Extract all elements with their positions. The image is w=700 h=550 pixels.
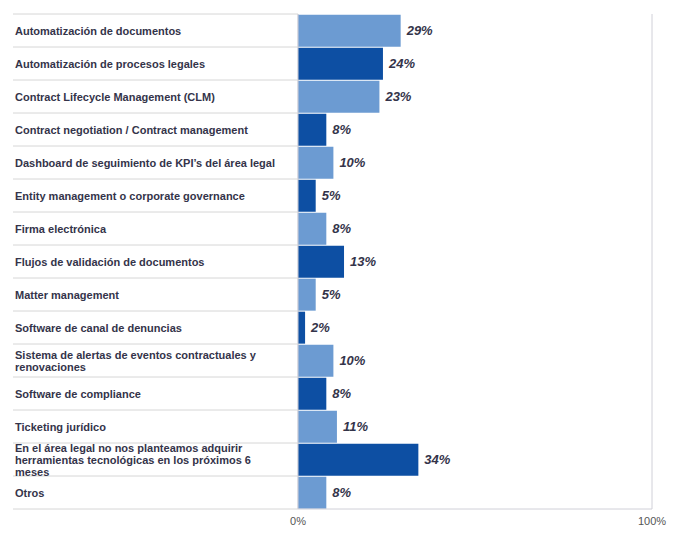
svg-text:5%: 5% [322, 188, 341, 203]
svg-text:Contract Lifecycle Management: Contract Lifecycle Management (CLM) [15, 91, 215, 103]
svg-text:5%: 5% [322, 287, 341, 302]
svg-text:En el área legal no nos plante: En el área legal no nos planteamos adqui… [15, 442, 251, 478]
svg-text:11%: 11% [343, 419, 368, 434]
svg-text:0%: 0% [290, 515, 306, 527]
svg-text:100%: 100% [638, 515, 666, 527]
svg-text:Dashboard de seguimiento de KP: Dashboard de seguimiento de KPI’s del ár… [15, 157, 275, 169]
svg-text:34%: 34% [424, 452, 450, 467]
svg-text:8%: 8% [332, 386, 351, 401]
svg-text:10%: 10% [339, 353, 365, 368]
svg-text:Otros: Otros [15, 487, 44, 499]
svg-text:Matter management: Matter management [15, 289, 119, 301]
svg-text:Software de canal de denuncias: Software de canal de denuncias [15, 322, 182, 334]
svg-text:8%: 8% [332, 122, 351, 137]
svg-text:Automatización de documentos: Automatización de documentos [15, 25, 181, 37]
svg-text:13%: 13% [350, 254, 376, 269]
svg-text:Contract negotiation / Contrac: Contract negotiation / Contract manageme… [15, 124, 248, 136]
svg-text:24%: 24% [388, 56, 415, 71]
svg-text:29%: 29% [406, 23, 433, 38]
svg-text:Automatización de procesos leg: Automatización de procesos legales [15, 58, 205, 70]
svg-text:10%: 10% [339, 155, 365, 170]
svg-text:Entity management o corporate: Entity management o corporate governance [15, 190, 245, 202]
svg-text:Ticketing jurídico: Ticketing jurídico [15, 421, 106, 433]
svg-text:Sistema de alertas de eventos: Sistema de alertas de eventos contractua… [15, 349, 257, 373]
svg-text:2%: 2% [310, 320, 330, 335]
svg-text:Flujos de validación de docume: Flujos de validación de documentos [15, 256, 204, 268]
svg-text:8%: 8% [332, 221, 351, 236]
svg-text:Software de compliance: Software de compliance [15, 388, 141, 400]
svg-text:8%: 8% [332, 485, 351, 500]
svg-text:Firma electrónica: Firma electrónica [15, 223, 107, 235]
svg-text:23%: 23% [384, 89, 411, 104]
